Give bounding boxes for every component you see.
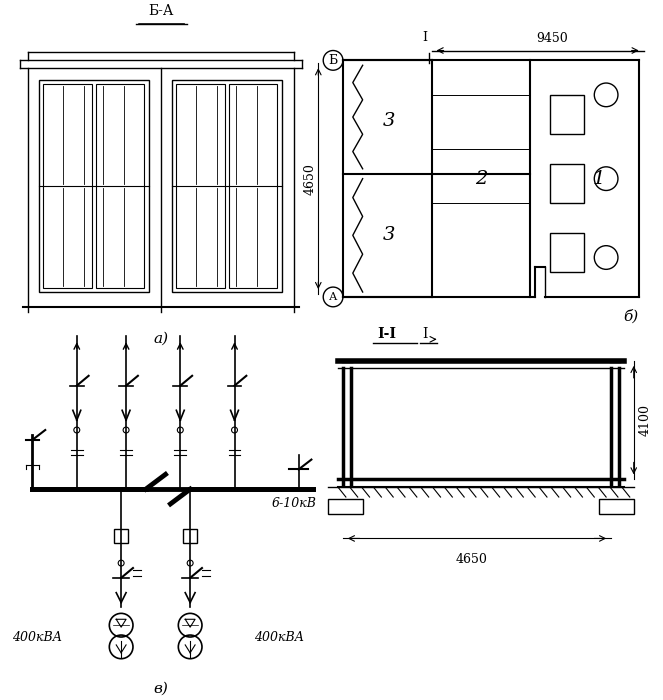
Text: 2: 2: [475, 169, 487, 188]
Text: А: А: [329, 292, 337, 302]
Circle shape: [231, 427, 237, 433]
Bar: [550, 95, 585, 134]
Bar: [183, 528, 197, 543]
Bar: [550, 164, 585, 203]
Text: 4650: 4650: [455, 553, 487, 566]
Text: 6-10кВ: 6-10кВ: [272, 498, 317, 510]
Bar: [328, 499, 363, 514]
Text: I: I: [422, 328, 427, 342]
Bar: [550, 233, 585, 272]
Text: в): в): [153, 681, 168, 695]
Text: 3: 3: [383, 226, 395, 244]
Text: 3: 3: [383, 113, 395, 130]
Bar: [172, 80, 282, 292]
Text: 4100: 4100: [638, 404, 652, 436]
Text: Б-А: Б-А: [148, 4, 173, 18]
Bar: [229, 84, 277, 288]
Text: I-I: I-I: [377, 328, 396, 342]
Text: 400кВА: 400кВА: [12, 631, 62, 643]
Text: I: I: [422, 31, 427, 43]
Circle shape: [74, 427, 80, 433]
Bar: [114, 528, 128, 543]
Text: б): б): [623, 310, 638, 324]
Bar: [599, 499, 634, 514]
Text: 4650: 4650: [304, 162, 317, 195]
Circle shape: [187, 560, 193, 566]
Text: 9450: 9450: [536, 32, 568, 45]
Circle shape: [118, 560, 124, 566]
Text: Б: Б: [328, 54, 337, 67]
Text: а): а): [153, 331, 168, 345]
Bar: [43, 84, 91, 288]
Bar: [39, 80, 149, 292]
Circle shape: [123, 427, 129, 433]
Circle shape: [177, 427, 183, 433]
Text: 400кВА: 400кВА: [254, 631, 304, 643]
Bar: [176, 84, 225, 288]
Bar: [95, 84, 144, 288]
Text: 1: 1: [593, 169, 605, 188]
